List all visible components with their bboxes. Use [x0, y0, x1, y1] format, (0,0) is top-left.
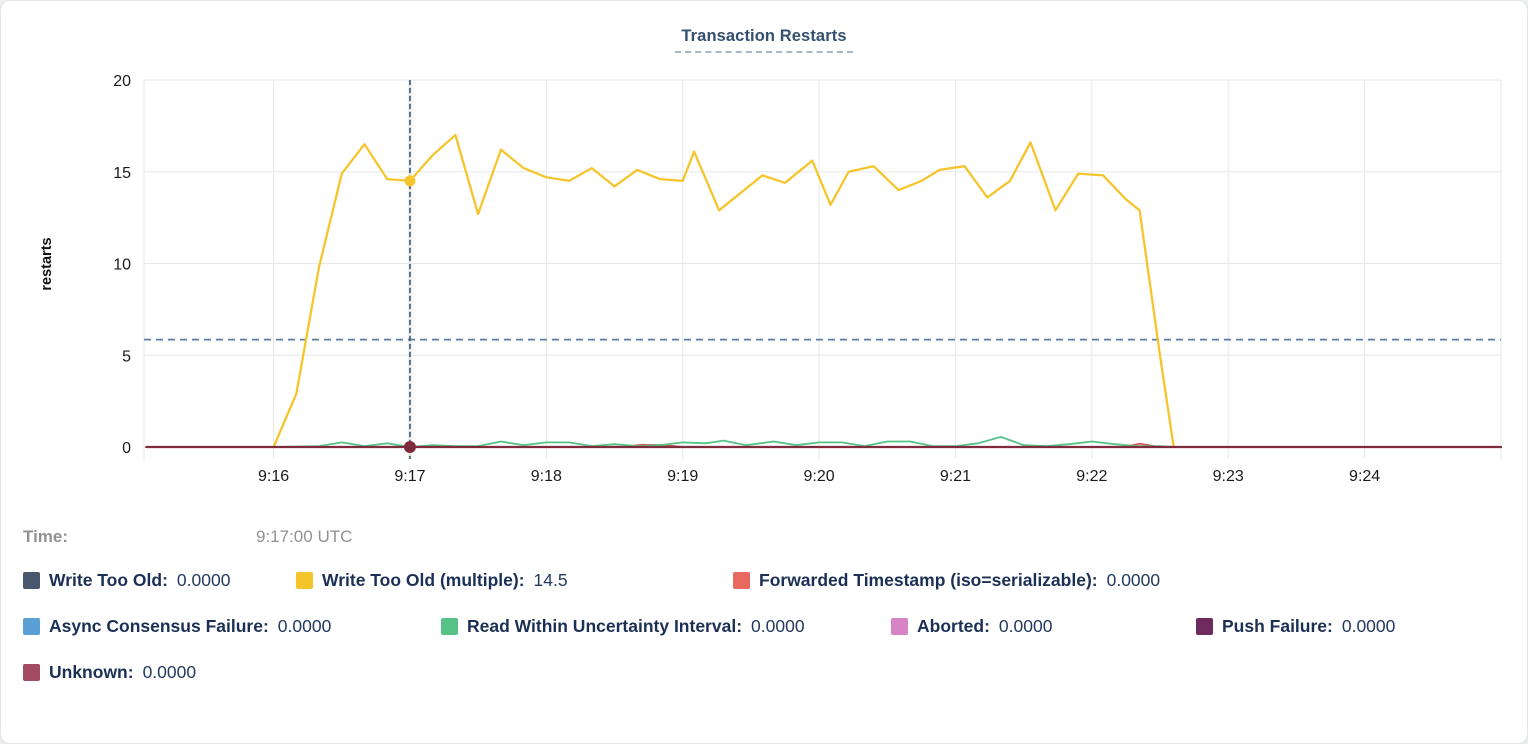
legend-series-value: 14.5 [533, 569, 568, 590]
legend-series-value: 0.0000 [998, 615, 1053, 636]
legend-series-value: 0.0000 [142, 661, 197, 682]
legend-item[interactable]: Async Consensus Failure: 0.0000 [23, 616, 441, 637]
x-tick-label: 9:24 [1349, 468, 1380, 485]
legend: Write Too Old: 0.0000 Write Too Old (multi… [1, 567, 1527, 685]
legend-series-label: Read Within Uncertainty Interval: [467, 615, 743, 636]
x-tick-label: 9:20 [804, 468, 835, 485]
y-axis-label: restarts [39, 237, 55, 290]
legend-series-label: Write Too Old: [49, 569, 168, 590]
legend-item[interactable]: Write Too Old (multiple): 14.5 [296, 570, 733, 591]
legend-series-value: 0.0000 [277, 615, 332, 636]
legend-row: Write Too Old: 0.0000 Write Too Old (multi… [23, 567, 1527, 593]
x-tick-label: 9:16 [258, 468, 289, 485]
legend-series-label: Unknown: [49, 661, 134, 682]
chart-canvas[interactable]: 0 5 10 15 20 9:16 9:17 9:18 9:19 9:20 9:21 9:22 9:23… [1, 57, 1528, 497]
legend-series-value: 0.0000 [751, 615, 805, 636]
legend-series-value: 0.0000 [176, 569, 231, 590]
legend-color-swatch [23, 663, 40, 681]
chart-title[interactable]: Transaction Restarts [675, 27, 853, 53]
legend-series-value: 0.0000 [1341, 615, 1396, 636]
series-line-read-within-uncertainty-interval [272, 436, 1175, 448]
gridlines [143, 79, 1502, 459]
legend-item[interactable]: Aborted: 0.0000 [891, 616, 1196, 637]
legend-series-label: Forwarded Timestamp (iso=serializable): [759, 569, 1098, 590]
x-tick-label: 9:23 [1213, 468, 1244, 485]
legend-series-label: Aborted: [917, 615, 990, 636]
legend-item[interactable]: Write Too Old: 0.0000 [23, 570, 296, 591]
axis-labels: 0 5 10 15 20 9:16 9:17 9:18 9:19 9:20 9:21 9:22 9:23… [39, 73, 1380, 485]
legend-series-value: 0.0000 [1106, 569, 1161, 590]
legend-series-label: Push Failure: [1222, 615, 1333, 636]
legend-color-swatch [23, 617, 40, 635]
y-tick-label: 20 [113, 73, 131, 90]
legend-color-swatch [441, 617, 458, 635]
time-value: 9:17:00 UTC [256, 527, 353, 546]
y-tick-label: 10 [113, 257, 131, 274]
y-tick-label: 0 [122, 440, 131, 457]
crosshair-band [408, 80, 412, 459]
legend-item[interactable]: Forwarded Timestamp (iso=serializable): 0… [733, 570, 1160, 591]
legend-color-swatch [23, 571, 40, 589]
x-tick-label: 9:18 [531, 468, 562, 485]
y-tick-label: 15 [113, 165, 131, 182]
legend-color-swatch [296, 571, 313, 589]
legend-color-swatch [1196, 617, 1213, 635]
legend-series-label: Write Too Old (multiple): [322, 569, 525, 590]
series-line-write-too-old-multiple- [272, 133, 1175, 449]
x-tick-label: 9:21 [940, 468, 971, 485]
legend-row: Unknown: 0.0000 [23, 659, 1527, 685]
x-tick-label: 9:22 [1076, 468, 1107, 485]
legend-series-label: Async Consensus Failure: [49, 615, 269, 636]
legend-item[interactable]: Read Within Uncertainty Interval: 0.0000 [441, 616, 891, 637]
legend-row: Async Consensus Failure: 0.0000 Read Withi… [23, 613, 1527, 639]
legend-color-swatch [891, 617, 908, 635]
legend-item[interactable]: Push Failure: 0.0000 [1196, 616, 1395, 637]
legend-color-swatch [733, 571, 750, 589]
chart-header: Transaction Restarts [1, 27, 1527, 53]
crosshair-dot-write-too-old-multiple- [404, 175, 416, 187]
x-tick-label: 9:17 [394, 468, 425, 485]
hover-time-row: Time: 9:17:00 UTC [1, 527, 1527, 547]
legend-item[interactable]: Unknown: 0.0000 [23, 662, 196, 683]
y-tick-label: 5 [122, 348, 131, 365]
series-lines [145, 133, 1503, 449]
x-tick-label: 9:19 [667, 468, 698, 485]
time-label: Time: [23, 527, 69, 546]
crosshair-dot-unknown [403, 441, 416, 453]
